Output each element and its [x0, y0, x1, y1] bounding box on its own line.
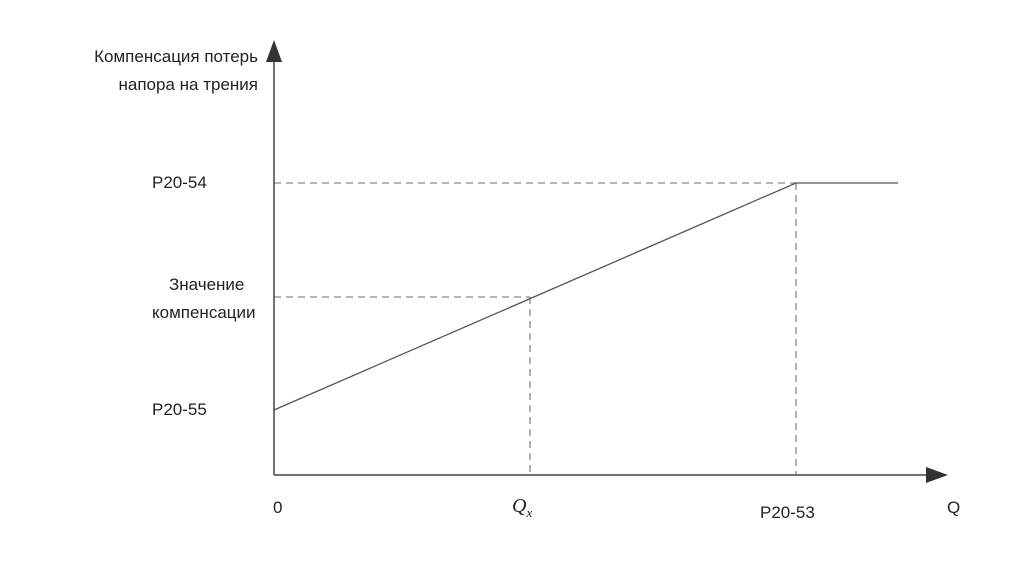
compensation-curve [273, 182, 898, 411]
comp-line2: компенсации [152, 303, 256, 322]
label-p20-54: P20-54 [152, 173, 207, 192]
label-qx: Qx [512, 492, 532, 527]
comp-line1: Значение [169, 275, 245, 294]
y-axis-arrow-icon [266, 40, 282, 62]
y-axis-title: Компенсация потерь напора на трения [94, 43, 258, 99]
label-origin: 0 [273, 498, 283, 517]
x-axis-arrow-icon [926, 467, 948, 483]
qx-main: Q [512, 495, 527, 517]
y-axis-title-line2: напора на трения [118, 75, 259, 94]
label-p20-53: P20-53 [760, 503, 815, 522]
qx-sub: x [526, 505, 533, 520]
label-p20-55: P20-55 [152, 400, 207, 419]
x-axis-title: Q [947, 498, 961, 517]
y-axis-title-line1: Компенсация потерь [94, 47, 258, 66]
label-compensation-value: Значение компенсации [152, 271, 256, 327]
